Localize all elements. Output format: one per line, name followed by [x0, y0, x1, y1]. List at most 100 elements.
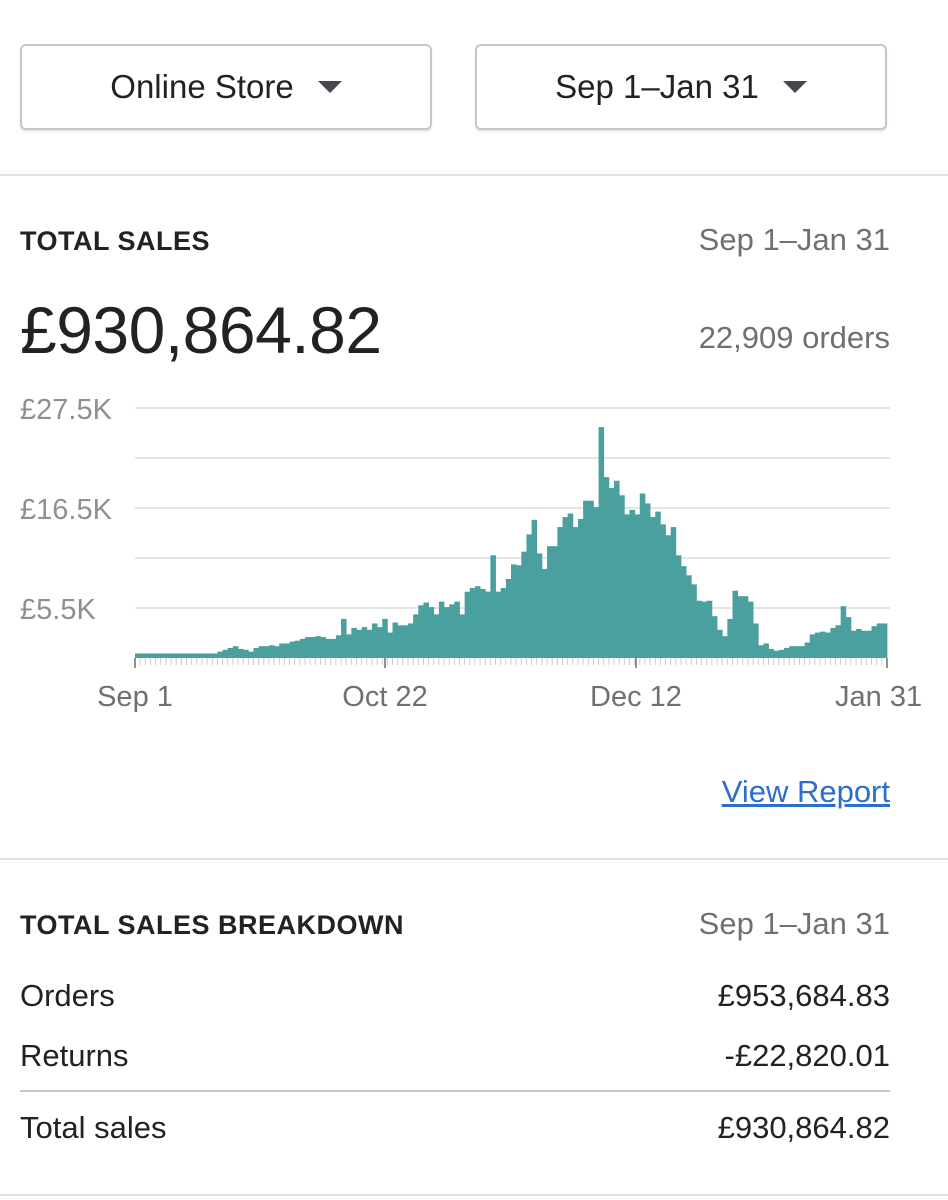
bar [279, 643, 285, 658]
bar [155, 653, 162, 658]
bar [474, 586, 481, 658]
bar [650, 517, 656, 658]
breakdown-range: Sep 1–Jan 31 [698, 906, 890, 941]
bar [753, 623, 759, 658]
bar [480, 588, 486, 658]
divider [0, 174, 948, 176]
row-value: -£22,820.01 [724, 1038, 890, 1073]
bar [680, 566, 687, 658]
orders-count: 22,909 orders [698, 320, 890, 355]
bar [711, 616, 718, 658]
bar [238, 648, 244, 658]
bar [670, 527, 677, 658]
bar [320, 637, 326, 658]
bar [634, 514, 641, 658]
bar [840, 606, 847, 658]
bar [418, 605, 424, 658]
bar [227, 648, 234, 658]
bar [356, 629, 363, 658]
bar [346, 634, 352, 658]
bar [341, 618, 347, 658]
bar [562, 517, 569, 658]
bar [758, 645, 764, 658]
bar [655, 511, 661, 658]
bar [299, 638, 306, 658]
row-value: £953,684.83 [717, 978, 890, 1013]
total-sales-range: Sep 1–Jan 31 [698, 222, 890, 257]
bar [794, 646, 800, 658]
bar [361, 627, 368, 658]
bar [459, 614, 466, 658]
bar [490, 555, 496, 658]
bar [531, 519, 538, 658]
bar [804, 642, 811, 658]
breakdown-row-orders: Orders £953,684.83 [20, 978, 890, 1022]
bar [598, 427, 605, 658]
bar [222, 649, 229, 658]
bar [547, 546, 553, 658]
bar [593, 507, 599, 658]
bar [243, 649, 249, 658]
row-divider [20, 1090, 890, 1092]
bar [135, 653, 141, 658]
bar [861, 630, 867, 658]
x-tick-label: Oct 22 [342, 681, 427, 713]
bar [778, 649, 785, 658]
bar [330, 638, 337, 658]
bar [845, 617, 852, 658]
bar [747, 601, 754, 658]
bar [413, 614, 419, 658]
bar [171, 653, 177, 658]
bar [866, 630, 872, 658]
row-label: Orders [20, 978, 115, 1013]
breakdown-row-total: Total sales £930,864.82 [20, 1110, 890, 1154]
bar [799, 646, 805, 658]
bar [485, 591, 491, 658]
bar [232, 646, 239, 658]
bar [289, 641, 296, 658]
bar [814, 632, 821, 658]
divider [0, 1194, 948, 1196]
bar [686, 575, 692, 658]
bar [217, 651, 223, 658]
bar [835, 625, 842, 658]
bar [572, 527, 579, 658]
bar [583, 500, 589, 658]
bar [201, 653, 208, 658]
bar [516, 565, 522, 658]
bar [428, 607, 435, 658]
bar [433, 614, 440, 658]
bar [449, 604, 455, 658]
breakdown-row-returns: Returns -£22,820.01 [20, 1038, 890, 1082]
date-range-dropdown[interactable]: Sep 1–Jan 31 [475, 44, 887, 130]
bar [536, 553, 543, 658]
bar [521, 551, 527, 658]
bar [212, 653, 218, 658]
bar [830, 628, 836, 658]
bar [603, 477, 610, 658]
y-tick-label: £16.5K [20, 494, 113, 526]
bar [397, 625, 404, 658]
bar [145, 653, 151, 658]
bar [454, 601, 460, 658]
bar [614, 480, 620, 658]
bar [351, 628, 357, 658]
bar [737, 596, 744, 658]
bar [665, 535, 672, 658]
bar [639, 493, 646, 658]
bar [294, 640, 301, 658]
row-label: Returns [20, 1038, 129, 1073]
bar [382, 618, 388, 658]
row-value: £930,864.82 [717, 1110, 890, 1145]
bar [140, 653, 146, 658]
row-label: Total sales [20, 1110, 167, 1145]
total-sales-amount: £930,864.82 [20, 293, 382, 367]
view-report-link[interactable]: View Report [721, 774, 890, 809]
sales-channel-dropdown[interactable]: Online Store [20, 44, 432, 130]
bar [789, 646, 795, 658]
bar [644, 503, 651, 658]
bar [402, 625, 409, 658]
bar [763, 643, 769, 658]
bar [464, 591, 471, 658]
bar [732, 590, 739, 658]
